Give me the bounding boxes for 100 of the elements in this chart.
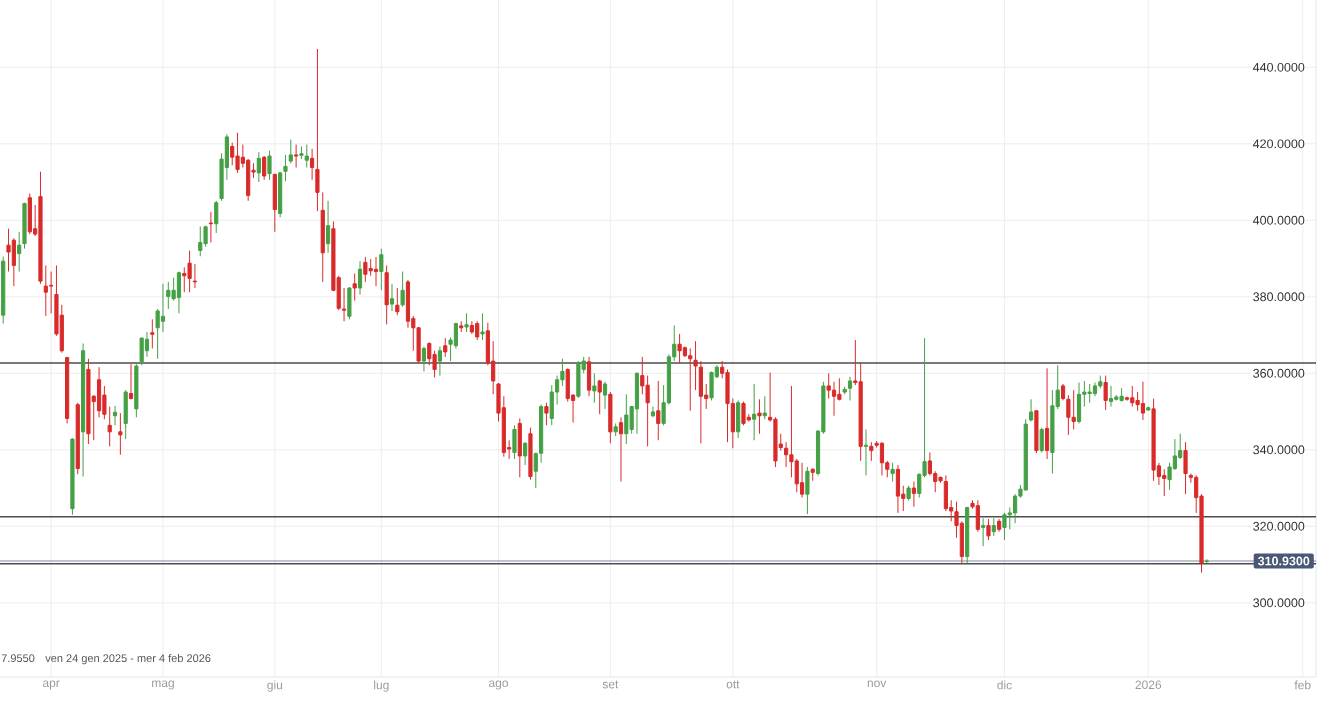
candlestick <box>586 356 592 397</box>
candlestick <box>118 412 123 456</box>
candlestick <box>847 376 853 401</box>
y-tick-label: 440.0000 <box>1252 62 1305 72</box>
candlestick <box>869 441 874 462</box>
candlestick <box>1146 406 1151 412</box>
x-tick-label: set <box>602 680 619 689</box>
candlestick <box>608 391 613 444</box>
x-tick-label: dic <box>997 680 1012 690</box>
candlestick <box>107 406 112 447</box>
candlestick <box>906 485 911 501</box>
candlestick <box>443 337 448 358</box>
candlestick <box>17 231 22 273</box>
candlestick <box>613 422 618 437</box>
candlestick <box>421 346 427 372</box>
y-tick-label: 360.0000 <box>1253 368 1305 378</box>
candlestick <box>1183 441 1188 495</box>
candlestick <box>1060 383 1066 401</box>
candlestick <box>208 211 213 243</box>
candlestick <box>650 406 656 418</box>
candlestick <box>325 200 331 254</box>
y-tick-label: 340.0000 <box>1253 445 1305 455</box>
candlestick <box>214 200 219 234</box>
candlestick <box>384 264 389 325</box>
candlestick <box>283 154 288 182</box>
candlestick <box>842 386 847 395</box>
candlestick <box>256 151 261 183</box>
annotation: 7.9550 <box>1 654 35 663</box>
candlestick <box>517 417 522 478</box>
x-tick-label: apr <box>42 680 60 690</box>
x-tick-label: mag <box>152 680 174 690</box>
candlestick <box>512 424 517 460</box>
candlestick <box>320 191 325 283</box>
x-tick-label: lug <box>374 680 389 692</box>
candlestick <box>693 340 698 391</box>
candlestick <box>150 318 155 349</box>
candlestick <box>389 283 395 312</box>
candlestick <box>997 518 1002 533</box>
candlestick <box>267 150 272 181</box>
candlestick <box>981 517 986 547</box>
x-tick-label: nov <box>867 680 887 688</box>
candlestick <box>315 48 320 212</box>
ref-line-label: 310.9300 <box>1257 556 1310 566</box>
candlestick <box>288 139 293 164</box>
candlestick <box>347 286 352 320</box>
candlestick <box>757 398 762 435</box>
x-tick-label: giu <box>267 680 283 692</box>
candlestick <box>379 248 384 291</box>
y-tick-label: 300.0000 <box>1253 598 1305 608</box>
candlestick <box>799 462 805 499</box>
candlestick <box>134 363 139 418</box>
candlestick <box>480 312 485 341</box>
candlestick <box>618 416 624 483</box>
candlestick <box>112 405 118 426</box>
candlestick <box>991 517 996 537</box>
x-tick-label: ago <box>489 680 509 690</box>
candlestick <box>352 272 357 302</box>
candlestick <box>810 467 815 482</box>
candlestick <box>123 389 128 440</box>
candlestick <box>656 380 661 441</box>
candlestick <box>272 173 277 233</box>
candlestick <box>400 271 405 308</box>
candlestick <box>22 202 27 250</box>
candlestick <box>911 481 917 508</box>
candlestick <box>890 462 895 483</box>
candlestick <box>310 148 315 181</box>
candlestick <box>1044 367 1050 460</box>
candlestick <box>597 379 602 415</box>
candlestick <box>592 372 597 404</box>
candlestick <box>1034 409 1039 454</box>
candlestick <box>752 383 757 441</box>
candlestick <box>80 342 86 478</box>
candlestick <box>528 427 533 481</box>
y-tick-label: 400.0000 <box>1252 215 1305 225</box>
candlestick <box>357 260 363 296</box>
x-tick-label: ott <box>726 680 740 689</box>
annotation: ven 24 gen 2025 - mer 4 feb 2026 <box>45 654 211 665</box>
candlestick <box>128 363 134 400</box>
candlestick <box>762 395 767 420</box>
x-tick-label: feb <box>1294 680 1311 690</box>
x-tick-label: 2026 <box>1135 680 1162 690</box>
candlestick <box>395 287 400 316</box>
y-tick-label: 420.0000 <box>1252 139 1305 149</box>
candlestick <box>294 144 299 169</box>
candlestick <box>192 263 198 289</box>
candlestick <box>523 441 528 466</box>
candlestick <box>437 346 443 377</box>
candlestick <box>1028 398 1034 422</box>
candlestick <box>1103 375 1108 411</box>
y-tick-label: 380.0000 <box>1253 292 1305 302</box>
candlestick <box>1204 558 1209 564</box>
candlestick <box>544 402 549 426</box>
candlestick <box>1039 427 1044 453</box>
candlestick <box>602 381 608 410</box>
y-tick-label: 320.0000 <box>1253 521 1305 531</box>
candlestick <box>464 312 469 333</box>
candlestick <box>70 437 75 516</box>
candlestick <box>805 466 810 515</box>
candlestick <box>863 429 869 476</box>
candlestick <box>986 518 991 541</box>
